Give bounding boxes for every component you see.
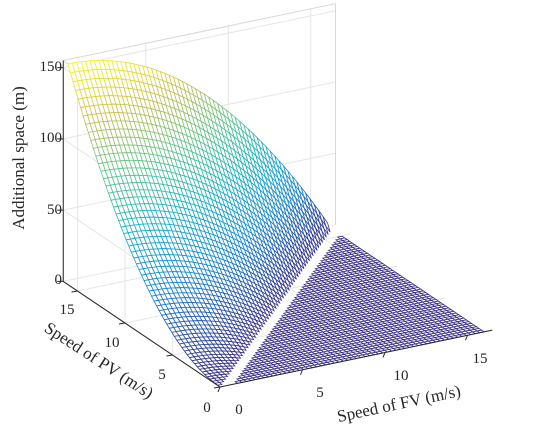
z-tick-50: 50: [47, 202, 62, 218]
x-tick-5: 5: [316, 385, 324, 401]
x-axis-line: [219, 329, 493, 388]
y-tick-15: 15: [60, 302, 75, 318]
z-axis-label: Additional space (m): [9, 86, 28, 230]
x-tick-mark: [217, 386, 221, 393]
x-tick-mark: [300, 369, 303, 375]
y-tick-mark: [166, 354, 173, 357]
surface-cell: [251, 325, 261, 333]
y-tick-mark: [118, 322, 126, 325]
x-tick-mark: [465, 335, 468, 341]
y-tick-mark: [71, 290, 78, 293]
x-axis-label: Speed of FV (m/s): [335, 381, 462, 426]
x-tick-0: 0: [235, 402, 243, 418]
y-tick-mark: [213, 386, 221, 389]
y-tick-0: 0: [203, 400, 211, 416]
surface-cell: [294, 259, 303, 272]
y-tick-10: 10: [105, 335, 120, 351]
surface-cell: [219, 373, 229, 378]
grid-line: [63, 3, 336, 62]
x-tick-15: 15: [473, 351, 488, 367]
axes-lines: [57, 60, 493, 393]
surface-cell: [230, 357, 240, 362]
z-tick-150: 150: [40, 59, 63, 75]
surface-mesh: [67, 60, 486, 386]
x-tick-mark: [382, 352, 386, 358]
surface-cell: [266, 301, 276, 312]
z-tick-0: 0: [55, 272, 63, 288]
y-axis-label: Speed of PV (m/s): [41, 318, 157, 402]
grid-line: [63, 10, 336, 69]
x-tick-10: 10: [394, 368, 409, 384]
y-tick-5: 5: [158, 367, 166, 383]
surface-cell: [322, 216, 331, 233]
z-tick-100: 100: [40, 130, 63, 146]
y-axis-line: [62, 280, 221, 388]
